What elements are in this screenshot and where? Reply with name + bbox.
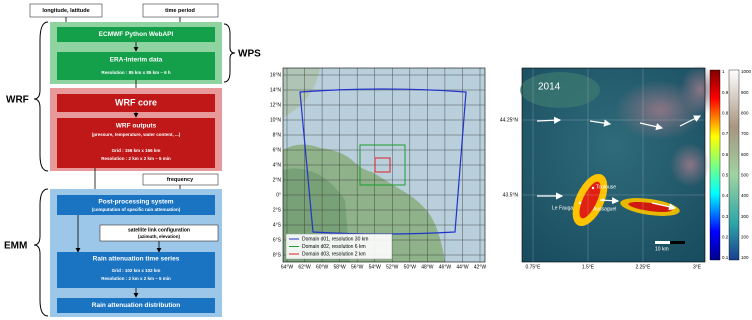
lon-label: 62°W <box>298 264 311 270</box>
place-label: Aussaguel <box>593 206 616 212</box>
lat-label: 43.5°N <box>503 192 519 198</box>
colorbar-label: 1 <box>722 69 725 74</box>
lon-label: 0.75°E <box>525 264 541 270</box>
lon-label: 50°W <box>404 264 417 270</box>
lat-label: 0° <box>276 192 281 198</box>
legend-label: Domain d01, resolution 30 km <box>302 236 368 242</box>
lon-label: 3°E <box>693 264 702 270</box>
domains-map: Domain d01, resolution 30 km Domain d02,… <box>270 68 487 270</box>
colorbar-label: 600 <box>741 152 749 157</box>
colorbar <box>729 70 739 260</box>
process-title: Post-processing system <box>98 199 173 206</box>
group-label: WRF <box>6 95 29 106</box>
legend-label: Domain d03, resolution 2 km <box>302 251 366 257</box>
process-title: WRF core <box>115 97 157 107</box>
colorbar-label: 900 <box>741 90 749 95</box>
place-label: Le Fauga <box>552 205 573 211</box>
process-title: WRF outputs <box>116 123 157 130</box>
legend-label: Domain d02, resolution 6 km <box>302 244 366 250</box>
terrain <box>670 143 710 187</box>
scale-label: 10 km <box>655 246 669 252</box>
place-label: Toulouse <box>596 184 616 190</box>
colorbar-label: 0.6 <box>722 152 729 157</box>
lat-label: 4°N <box>273 162 282 168</box>
brace <box>34 22 48 171</box>
lat-label: 12°N <box>270 102 282 108</box>
lat-label: 14°N <box>270 87 282 93</box>
group-label: EMM <box>4 241 27 252</box>
lon-label: 1.5°E <box>582 264 595 270</box>
colorbar-label: 400 <box>741 193 749 198</box>
group-label: WPS <box>238 49 261 60</box>
brace <box>34 189 48 316</box>
process-detail: Resolution : 85 km x 85 km – 6 h <box>101 70 171 75</box>
input-label: satellite link configuration <box>128 227 190 233</box>
colorbar-label: 700 <box>741 131 749 136</box>
input-label: time period <box>165 8 195 14</box>
process-title: ECMWF Python WebAPI <box>99 31 174 38</box>
colorbar-label: 0.5 <box>722 173 729 178</box>
lon-label: 52°W <box>386 264 399 270</box>
brace <box>224 24 235 82</box>
colorbar-label: 0.7 <box>722 131 729 136</box>
process-detail: Grid : 156 km x 156 km <box>112 148 161 153</box>
colorbar-label: 0.9 <box>722 90 729 95</box>
colorbar-label: 0.1 <box>722 255 729 260</box>
process-title: Rain attenuation time series <box>93 256 180 263</box>
input-detail: (azimuth, elevation) <box>138 234 181 239</box>
lon-label: 2.25°E <box>635 264 651 270</box>
colorbar-label: 800 <box>741 111 749 116</box>
lat-label: 10°N <box>270 117 282 123</box>
process-detail: Resolution : 2 km x 2 km – 5 min <box>101 276 171 281</box>
rain-map: 2014 Toulouse Le Fauga Aussaguel 10 km 4… <box>500 65 752 270</box>
lat-label: 16°N <box>270 72 282 78</box>
colorbar-label: 0.8 <box>722 111 729 116</box>
scale-bar <box>655 241 670 244</box>
lat-label: 2°S <box>273 207 282 213</box>
lon-label: 60°W <box>316 264 329 270</box>
process-detail: (computation of specific rain attenuatio… <box>92 207 181 212</box>
flowchart: longitude, latitude time period ECMWF Py… <box>4 4 261 317</box>
lat-label: 4°S <box>273 222 282 228</box>
lon-label: 44°W <box>456 264 469 270</box>
lon-label: 46°W <box>439 264 452 270</box>
process-detail: Grid : 102 km x 102 km <box>112 268 161 273</box>
lon-label: 54°W <box>369 264 382 270</box>
lat-label: 8°S <box>273 252 282 258</box>
colorbar-label: 300 <box>741 214 749 219</box>
lon-label: 48°W <box>421 264 434 270</box>
place-marker <box>592 187 594 189</box>
colorbar-label: 100 <box>741 255 749 260</box>
lat-label: 2°N <box>273 177 282 183</box>
colorbar-label: 0.4 <box>722 193 729 198</box>
colorbar-label: 1000 <box>741 69 752 74</box>
lon-label: 58°W <box>333 264 346 270</box>
place-marker <box>579 202 581 204</box>
lon-label: 64°W <box>281 264 294 270</box>
process-title: Rain attenuation distribution <box>92 302 180 309</box>
colorbar-label: 0.2 <box>722 235 729 240</box>
lat-label: 6°N <box>273 147 282 153</box>
lat-label: 8°N <box>273 132 282 138</box>
process-detail: Resolution : 2 km x 2 km – 5 min <box>101 156 171 161</box>
lat-label: 44.25°N <box>500 117 519 123</box>
figure: longitude, latitude time period ECMWF Py… <box>0 0 752 320</box>
place-marker <box>602 199 604 201</box>
lon-label: 56°W <box>351 264 364 270</box>
process-title: ERA-Interim data <box>110 57 163 64</box>
year-label: 2014 <box>538 82 561 93</box>
input-label: frequency <box>167 177 194 183</box>
colorbar-label: 500 <box>741 173 749 178</box>
lon-label: 42°W <box>474 264 487 270</box>
input-label: longitude, latitude <box>42 8 89 14</box>
colorbar-label: 0.3 <box>722 214 729 219</box>
colorbar-label: 200 <box>741 235 749 240</box>
colorbar <box>710 70 720 260</box>
process-detail: (pressure, temperature, water content, .… <box>92 132 181 137</box>
lat-label: 6°S <box>273 237 282 243</box>
